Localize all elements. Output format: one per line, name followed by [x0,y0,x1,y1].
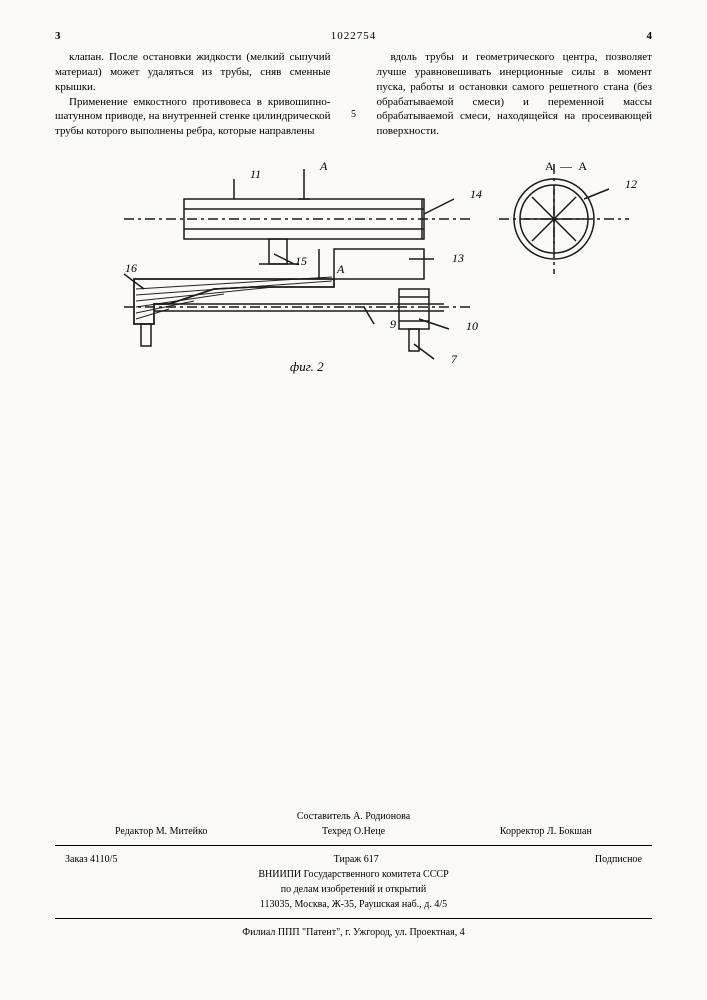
figure-caption: фиг. 2 [290,359,324,375]
para: вдоль трубы и геометрического центра, по… [377,50,653,139]
sub: Подписное [595,852,642,867]
print-row: Заказ 4110/5 Тираж 617 Подписное [55,852,652,867]
label-14: 14 [470,187,482,202]
label-13: 13 [452,251,464,266]
label-11: 11 [250,167,261,182]
org2: по делам изобретений и открытий [55,882,652,897]
label-10: 10 [466,319,478,334]
figure-svg [74,159,634,389]
label-A-bot: A [337,262,344,277]
page-num-left: 3 [55,30,61,42]
divider [55,918,652,919]
label-7: 7 [451,352,457,367]
page-num-right: 4 [647,30,653,42]
order: Заказ 4110/5 [65,852,117,867]
label-A-top: A [320,159,327,174]
patent-number: 1022754 [331,30,377,42]
section-label: A — A [545,159,589,174]
compiler: Составитель А. Родионова [55,809,652,824]
label-16: 16 [125,261,137,276]
branch: Филиал ППП "Патент", г. Ужгород, ул. Про… [55,925,652,940]
right-column: вдоль трубы и геометрического центра, по… [377,50,653,139]
techred: Техред О.Неце [257,824,449,839]
line-number: 5 [349,50,359,139]
tirage: Тираж 617 [334,852,379,867]
para: клапан. После остановки жидкости (мелкий… [55,50,331,95]
editor: Редактор М. Митейко [65,824,257,839]
footer: Составитель А. Родионова Редактор М. Мит… [55,809,652,940]
credits-row: Редактор М. Митейко Техред О.Неце Коррек… [55,824,652,839]
label-12: 12 [625,177,637,192]
corrector: Корректор Л. Бокшан [450,824,642,839]
figure-2: 11 A 14 12 15 A 13 16 9 10 7 A — A фиг. … [55,159,652,419]
divider [55,845,652,846]
label-15: 15 [295,254,307,269]
para: Применение емкостного противовеса в крив… [55,95,331,140]
label-9: 9 [390,317,396,332]
text-columns: клапан. После остановки жидкости (мелкий… [55,50,652,139]
addr1: 113035, Москва, Ж-35, Раушская наб., д. … [55,897,652,912]
org1: ВНИИПИ Государственного комитета СССР [55,867,652,882]
left-column: клапан. После остановки жидкости (мелкий… [55,50,331,139]
patent-page: 3 4 1022754 клапан. После остановки жидк… [0,0,707,1000]
